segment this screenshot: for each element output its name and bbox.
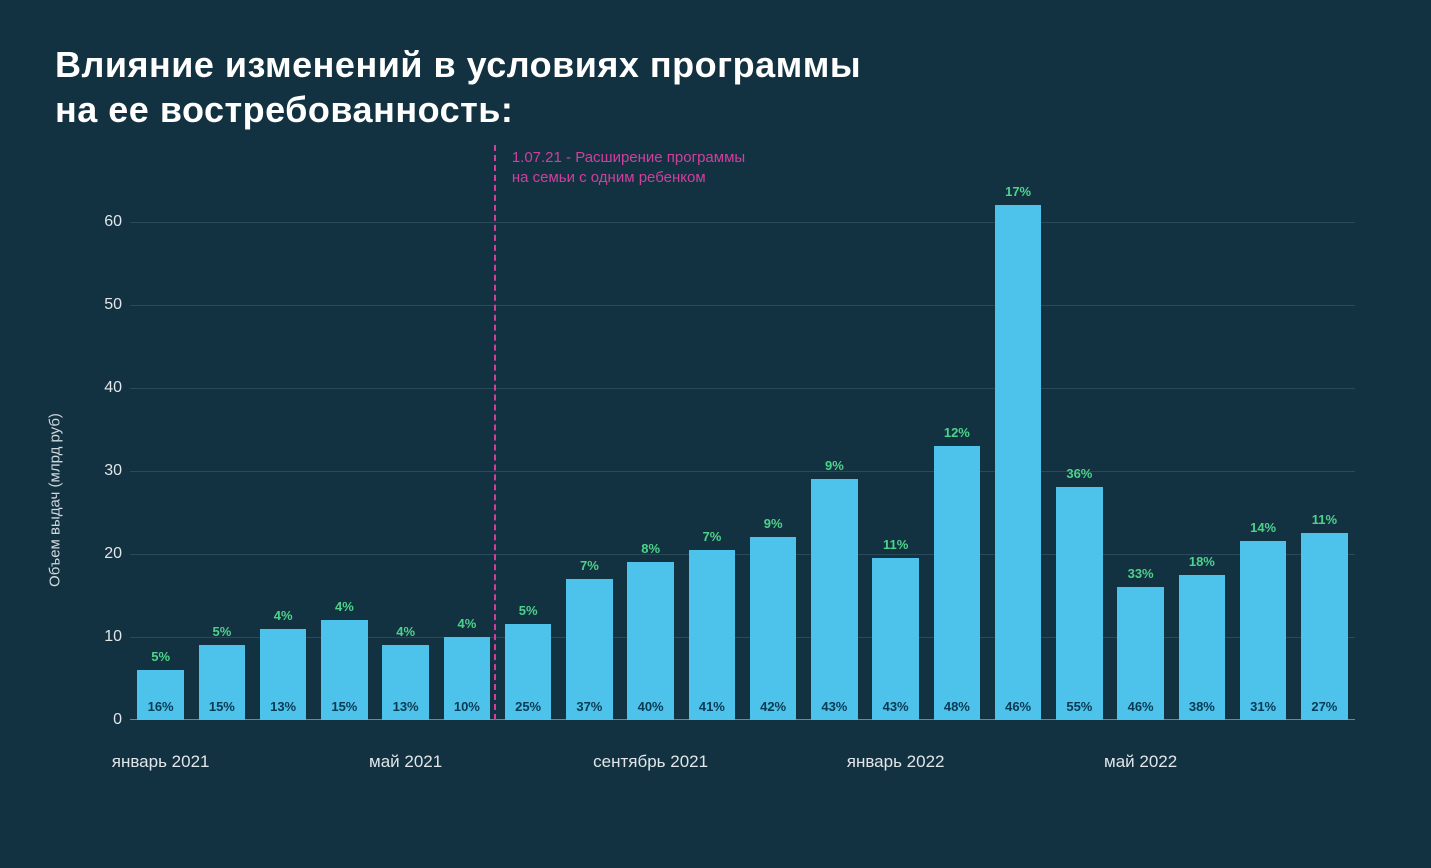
bar-top-label: 17% [1005,184,1031,199]
bar: 46%17% [995,205,1042,720]
bar-inside-label: 25% [515,699,541,714]
chart-plot-area: 010203040506016%5%15%5%13%4%15%4%13%4%10… [130,180,1355,720]
bar: 38%18% [1179,575,1226,720]
bar-top-label: 11% [1312,512,1337,527]
bar: 13%4% [382,645,429,720]
bar: 55%36% [1056,487,1103,720]
bar-inside-label: 43% [821,699,847,714]
title-line-1: Влияние изменений в условиях программы [55,44,861,85]
bar-top-label: 4% [335,599,354,614]
grid-line [130,388,1355,389]
grid-line [130,305,1355,306]
bar: 31%14% [1240,541,1287,720]
x-tick-label: май 2022 [1104,752,1177,772]
bar-inside-label: 31% [1250,699,1276,714]
bar: 15%5% [199,645,246,720]
bar: 48%12% [934,446,981,720]
bar-inside-label: 15% [209,699,235,714]
annotation-line-2: на семьи с одним ребенком [512,169,706,186]
bar-inside-label: 40% [638,699,664,714]
annotation-line-1: 1.07.21 - Расширение программы [512,149,745,166]
bar-inside-label: 41% [699,699,725,714]
bar: 15%4% [321,620,368,720]
bar-top-label: 33% [1128,566,1154,581]
bar: 16%5% [137,670,184,720]
x-tick-label: январь 2022 [847,752,945,772]
bar-inside-label: 43% [883,699,909,714]
grid-line [130,222,1355,223]
bar-inside-label: 55% [1066,699,1092,714]
bar: 43%11% [872,558,919,720]
annotation-line [494,145,496,720]
y-tick-label: 10 [90,628,122,646]
bar-top-label: 9% [764,516,783,531]
bar-inside-label: 48% [944,699,970,714]
chart-container: Объем выдач (млрд руб) 010203040506016%5… [55,180,1385,820]
bar-top-label: 5% [151,649,170,664]
y-axis-label: Объем выдач (млрд руб) [47,413,64,587]
bar-top-label: 14% [1250,520,1276,535]
bar-inside-label: 13% [270,699,296,714]
bar-top-label: 12% [944,425,970,440]
bar: 41%7% [689,550,736,720]
bar-top-label: 18% [1189,554,1215,569]
bar: 37%7% [566,579,613,720]
bar-inside-label: 37% [576,699,602,714]
bar-top-label: 4% [274,608,293,623]
chart-title: Влияние изменений в условиях программы н… [55,42,861,132]
x-tick-label: сентябрь 2021 [593,752,708,772]
bar-inside-label: 16% [148,699,174,714]
y-tick-label: 20 [90,545,122,563]
bar: 46%33% [1117,587,1164,720]
annotation-text: 1.07.21 - Расширение программы на семьи с… [512,148,745,189]
grid-line [130,637,1355,638]
bar-top-label: 5% [519,603,538,618]
y-tick-label: 0 [90,711,122,729]
bar: 40%8% [627,562,674,720]
bar-top-label: 11% [883,537,908,552]
bar-inside-label: 46% [1128,699,1154,714]
bar-top-label: 8% [641,541,660,556]
x-tick-label: январь 2021 [112,752,210,772]
y-tick-label: 50 [90,296,122,314]
bar: 10%4% [444,637,491,720]
bar-top-label: 4% [396,624,415,639]
bar-inside-label: 42% [760,699,786,714]
bar: 42%9% [750,537,797,720]
bar-top-label: 5% [212,624,231,639]
x-axis-line [130,719,1355,720]
bar-top-label: 36% [1066,466,1092,481]
bar: 25%5% [505,624,552,720]
bar-inside-label: 15% [331,699,357,714]
bar-inside-label: 27% [1311,699,1337,714]
grid-line [130,554,1355,555]
y-tick-label: 60 [90,213,122,231]
grid-line [130,471,1355,472]
bar: 43%9% [811,479,858,720]
bar-inside-label: 10% [454,699,480,714]
bar-top-label: 4% [457,616,476,631]
y-tick-label: 30 [90,462,122,480]
y-tick-label: 40 [90,379,122,397]
bar-inside-label: 46% [1005,699,1031,714]
bar-top-label: 7% [702,529,721,544]
bar: 27%11% [1301,533,1348,720]
x-tick-label: май 2021 [369,752,442,772]
bar-inside-label: 13% [393,699,419,714]
title-line-2: на ее востребованность: [55,89,513,130]
bar-top-label: 7% [580,558,599,573]
bar-top-label: 9% [825,458,844,473]
bar: 13%4% [260,629,307,720]
bar-inside-label: 38% [1189,699,1215,714]
